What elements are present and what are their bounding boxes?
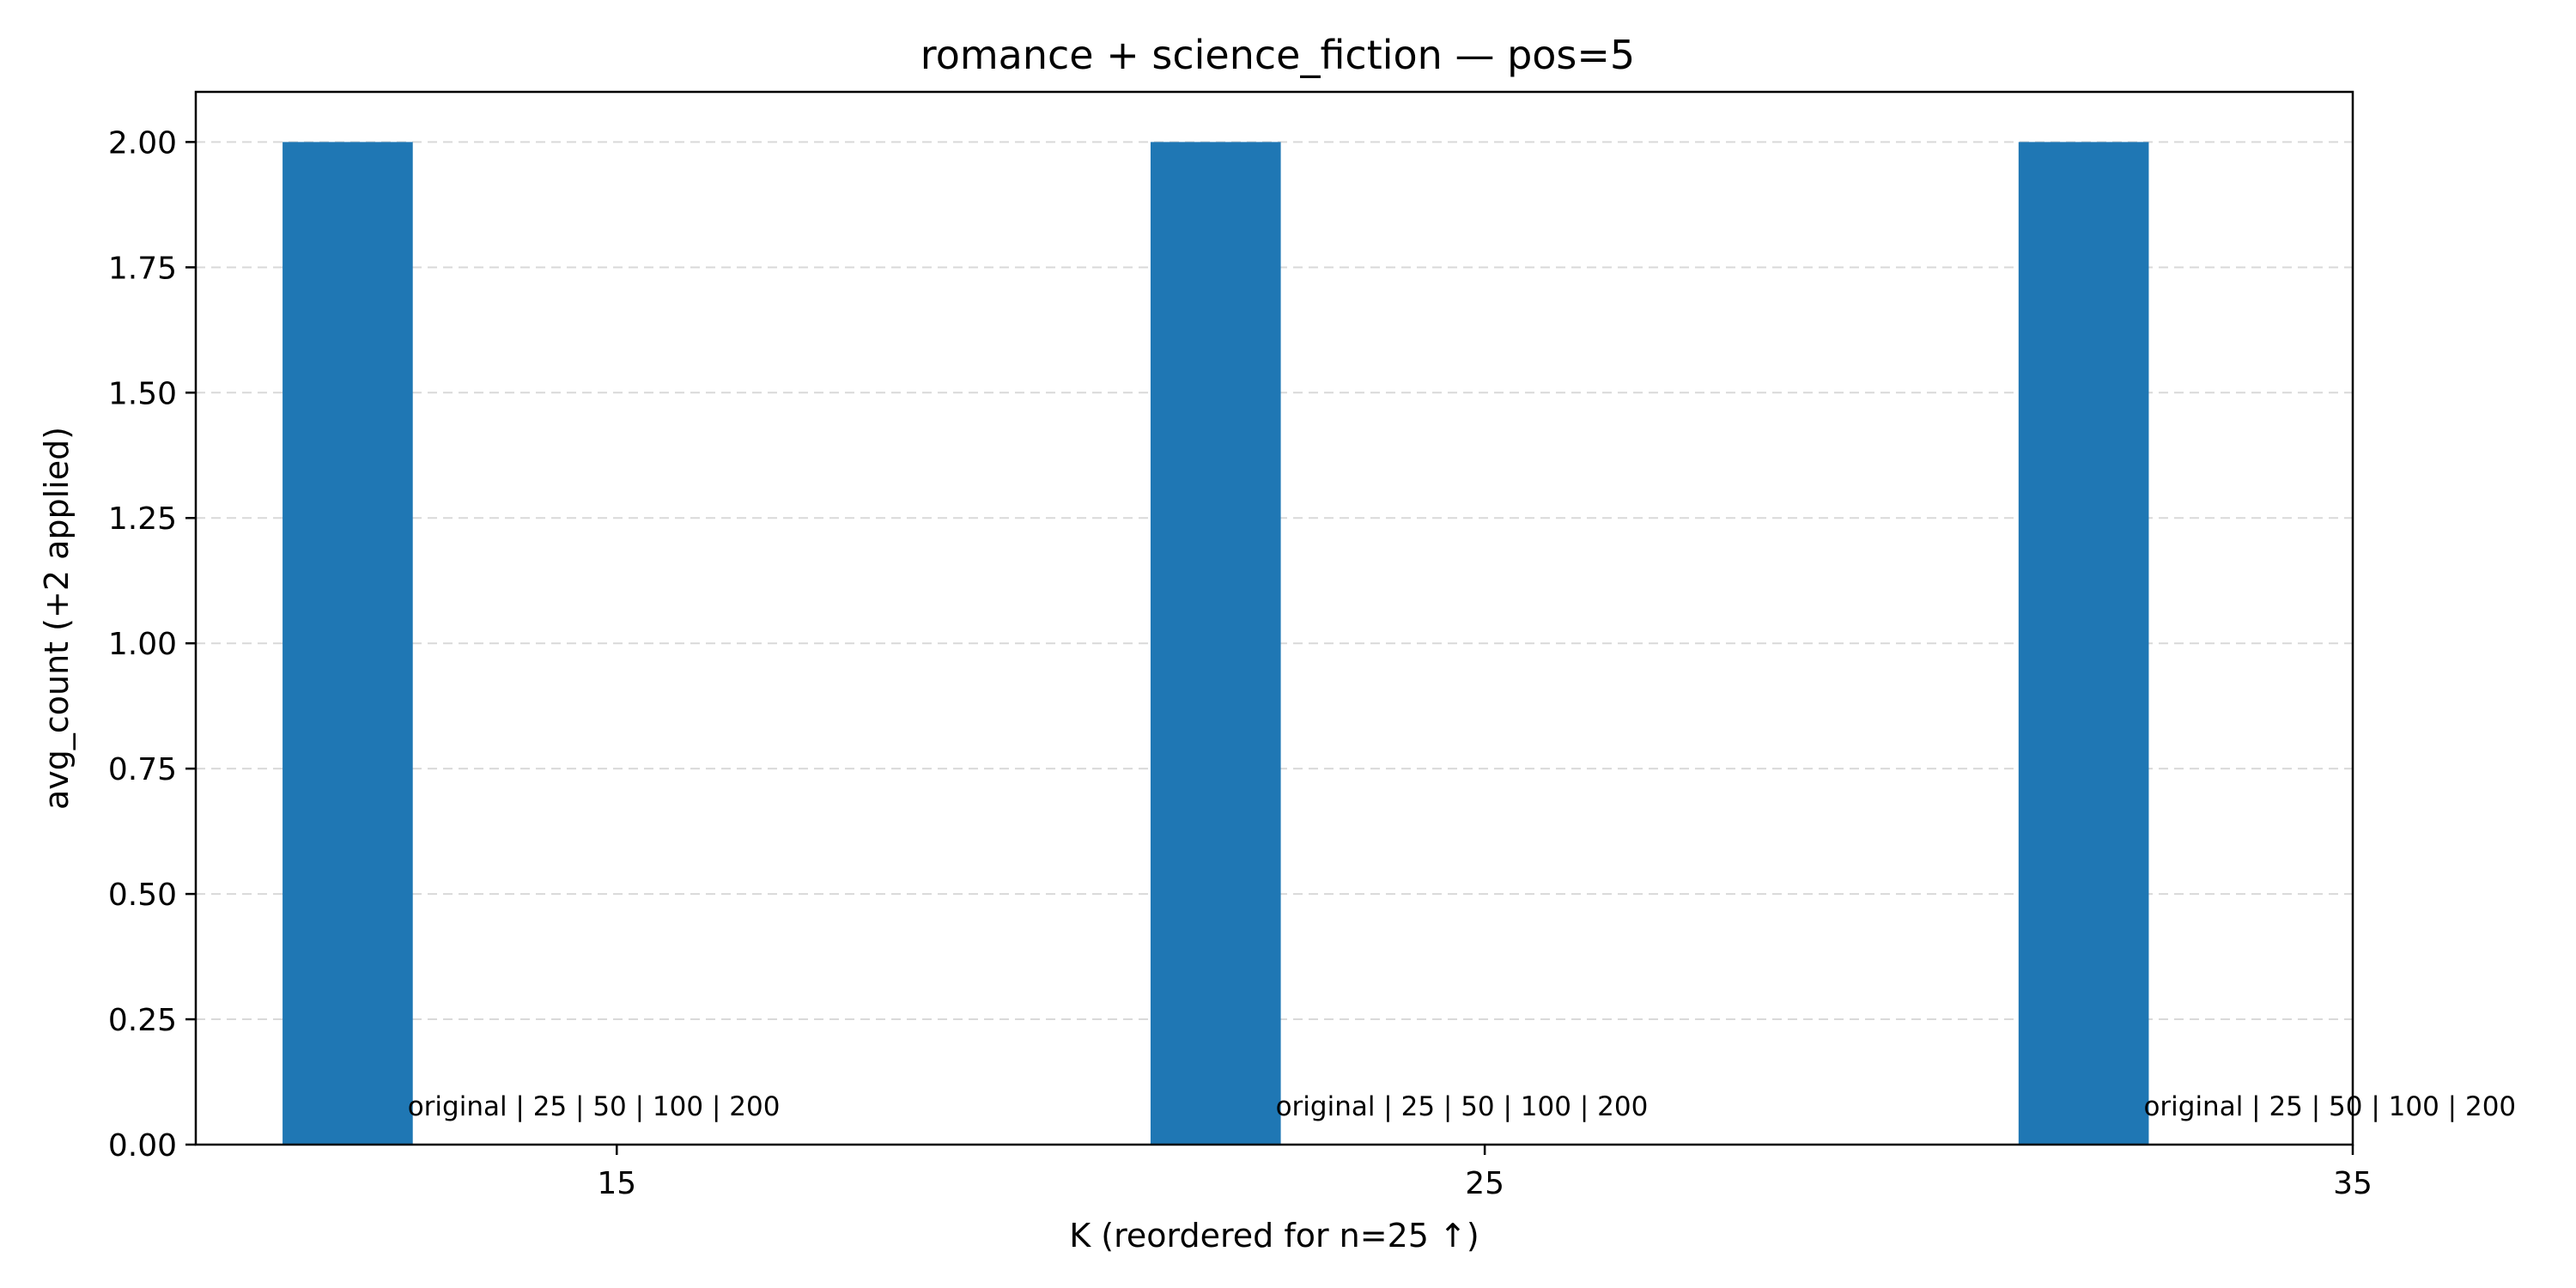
bar [283,142,413,1145]
y-axis-ticks: 0.00 0.25 0.50 0.75 1.00 1.25 1.50 1.75 2.00 [108,125,196,1163]
y-tick-label: 1.00 [108,627,177,662]
y-tick-label: 0.25 [108,1003,177,1038]
bar-annotations: original | 25 | 50 | 100 | 200 original |… [408,1091,2516,1122]
plot-frame [194,90,2354,1146]
bar-annotation: original | 25 | 50 | 100 | 200 [2143,1091,2516,1122]
y-tick-label: 0.00 [108,1128,177,1163]
chart-title: romance + science_fiction — pos=5 [920,32,1635,78]
bar [2018,142,2149,1145]
bar-annotation: original | 25 | 50 | 100 | 200 [1276,1091,1649,1122]
x-tick-label: 15 [597,1166,636,1201]
y-tick-label: 0.75 [108,752,177,787]
y-gridlines [196,141,2353,1021]
bars [283,142,2149,1145]
y-tick-label: 1.50 [108,376,177,411]
y-tick-label: 2.00 [108,125,177,161]
y-tick-label: 1.75 [108,251,177,286]
x-tick-label: 35 [2333,1166,2372,1201]
y-tick-label: 1.25 [108,501,177,537]
y-tick-label: 0.50 [108,878,177,913]
y-axis-label: avg_count (+2 applied) [38,427,76,810]
x-tick-label: 25 [1465,1166,1504,1201]
bar-annotation: original | 25 | 50 | 100 | 200 [408,1091,781,1122]
bar [1150,142,1281,1145]
x-axis-label: K (reordered for n=25 ↑) [1069,1217,1479,1255]
x-axis-ticks: 15 25 35 [597,1145,2372,1201]
